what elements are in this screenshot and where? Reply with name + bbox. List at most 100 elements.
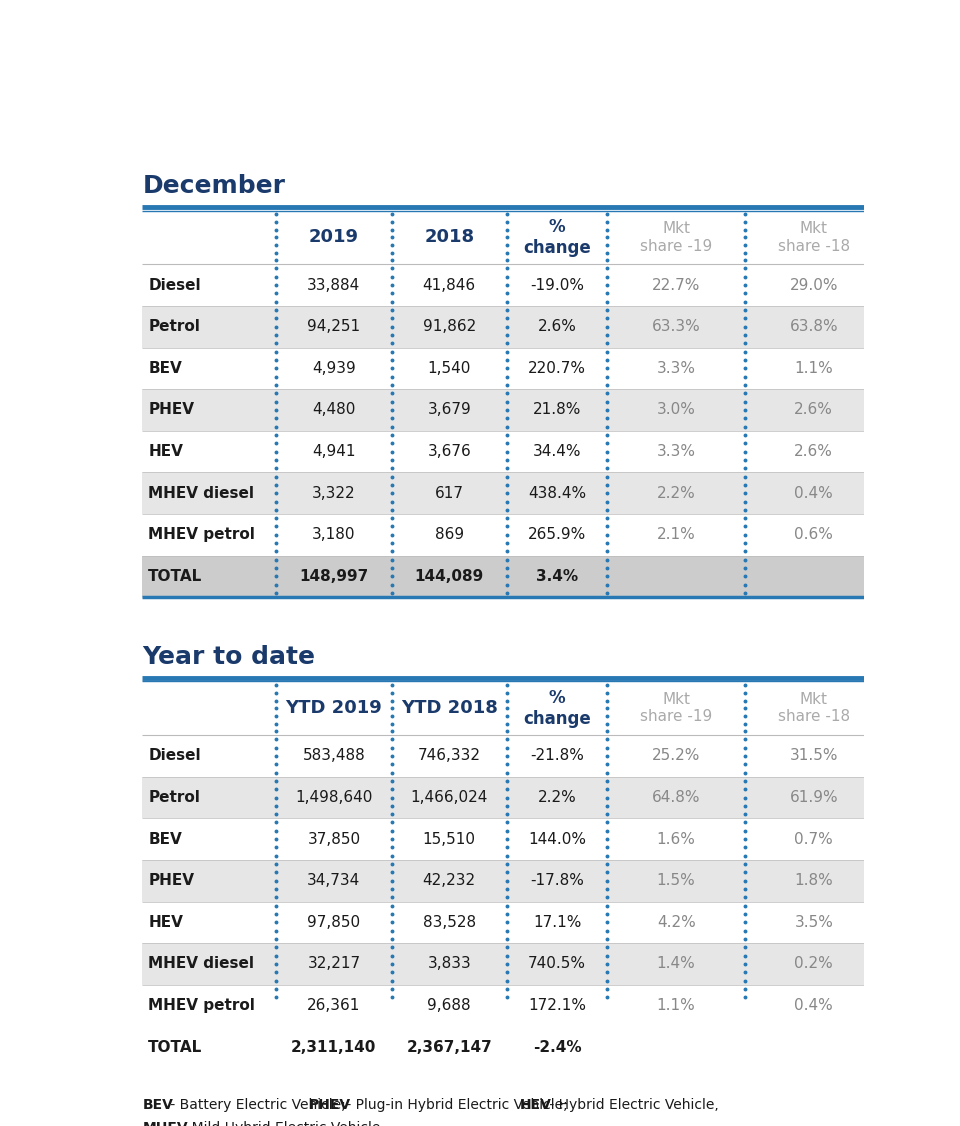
Text: MHEV diesel: MHEV diesel [148, 956, 254, 972]
Text: 9,688: 9,688 [427, 998, 471, 1013]
Text: 2.6%: 2.6% [794, 402, 833, 418]
Bar [142, 735, 882, 777]
Text: 2,311,140: 2,311,140 [291, 1039, 376, 1055]
Text: 746,332: 746,332 [418, 749, 481, 763]
Text: 3,679: 3,679 [427, 402, 471, 418]
Text: MHEV petrol: MHEV petrol [148, 998, 255, 1013]
Bar [142, 944, 882, 985]
Text: 583,488: 583,488 [302, 749, 365, 763]
Text: 3.5%: 3.5% [794, 914, 833, 930]
Bar [142, 513, 882, 555]
Text: 21.8%: 21.8% [533, 402, 582, 418]
Text: 4,941: 4,941 [312, 444, 355, 459]
Text: 2018: 2018 [424, 229, 474, 247]
Text: 869: 869 [435, 527, 464, 543]
Text: 617: 617 [435, 485, 464, 501]
Text: 3.3%: 3.3% [657, 360, 696, 376]
Text: December: December [142, 175, 285, 198]
Bar [142, 985, 882, 1027]
Text: 0.4%: 0.4% [795, 485, 833, 501]
Bar [142, 473, 882, 513]
Text: 4,939: 4,939 [312, 360, 356, 376]
Text: 1.1%: 1.1% [795, 360, 833, 376]
Text: - Mild Hybrid Electric Vehicle: - Mild Hybrid Electric Vehicle [178, 1120, 380, 1126]
Text: 2.1%: 2.1% [657, 527, 695, 543]
Text: 97,850: 97,850 [307, 914, 360, 930]
Text: 0.6%: 0.6% [794, 527, 833, 543]
Text: PHEV: PHEV [309, 1098, 351, 1112]
Text: 41,846: 41,846 [422, 278, 476, 293]
Text: 1.8%: 1.8% [795, 874, 833, 888]
Text: %
change: % change [523, 689, 591, 727]
Text: TOTAL: TOTAL [148, 1039, 203, 1055]
Text: - Plug-in Hybrid Electric Vehicle;: - Plug-in Hybrid Electric Vehicle; [342, 1098, 572, 1112]
Text: 34,734: 34,734 [307, 874, 361, 888]
Text: BEV: BEV [148, 360, 182, 376]
Text: Year to date: Year to date [142, 645, 315, 669]
Text: 2,367,147: 2,367,147 [406, 1039, 492, 1055]
Text: - Battery Electric Vehicle;: - Battery Electric Vehicle; [166, 1098, 350, 1112]
Text: PHEV: PHEV [148, 402, 194, 418]
Text: 32,217: 32,217 [307, 956, 360, 972]
Text: HEV: HEV [520, 1098, 552, 1112]
Text: BEV: BEV [142, 1098, 173, 1112]
Text: Petrol: Petrol [148, 320, 200, 334]
Text: 2.6%: 2.6% [794, 444, 833, 459]
Text: -2.4%: -2.4% [533, 1039, 582, 1055]
Bar [142, 306, 882, 348]
Text: 3.3%: 3.3% [657, 444, 696, 459]
Text: 148,997: 148,997 [300, 569, 369, 584]
Bar [142, 431, 882, 473]
Text: - Hybrid Electric Vehicle,: - Hybrid Electric Vehicle, [544, 1098, 718, 1112]
Text: MHEV diesel: MHEV diesel [148, 485, 254, 501]
Text: 3.4%: 3.4% [536, 569, 578, 584]
Text: 31.5%: 31.5% [789, 749, 838, 763]
Text: Diesel: Diesel [148, 749, 201, 763]
Text: 1.4%: 1.4% [657, 956, 695, 972]
Text: 1,540: 1,540 [427, 360, 471, 376]
Text: 3,322: 3,322 [312, 485, 356, 501]
Text: 1.6%: 1.6% [657, 832, 696, 847]
Bar [142, 902, 882, 944]
Text: MHEV: MHEV [142, 1120, 188, 1126]
Text: 2.2%: 2.2% [657, 485, 695, 501]
Text: 34.4%: 34.4% [533, 444, 582, 459]
Text: 64.8%: 64.8% [652, 790, 701, 805]
Text: Diesel: Diesel [148, 278, 201, 293]
Text: 22.7%: 22.7% [652, 278, 701, 293]
Text: Mkt
share -19: Mkt share -19 [640, 692, 712, 724]
Text: 144,089: 144,089 [415, 569, 484, 584]
Text: Mkt
share -18: Mkt share -18 [778, 692, 850, 724]
Text: 1,498,640: 1,498,640 [296, 790, 372, 805]
Bar [142, 860, 882, 902]
Bar [142, 819, 882, 860]
Text: 3,676: 3,676 [427, 444, 471, 459]
Text: 3,180: 3,180 [312, 527, 355, 543]
Text: 2.2%: 2.2% [538, 790, 576, 805]
Text: MHEV petrol: MHEV petrol [148, 527, 255, 543]
Text: 4.2%: 4.2% [657, 914, 695, 930]
Text: 25.2%: 25.2% [652, 749, 701, 763]
Text: HEV: HEV [148, 914, 183, 930]
Text: -19.0%: -19.0% [530, 278, 584, 293]
Text: 83,528: 83,528 [422, 914, 476, 930]
Bar [142, 265, 882, 306]
Text: 94,251: 94,251 [307, 320, 360, 334]
Text: 0.7%: 0.7% [795, 832, 833, 847]
Text: 91,862: 91,862 [422, 320, 476, 334]
Text: Petrol: Petrol [148, 790, 200, 805]
Text: 42,232: 42,232 [422, 874, 476, 888]
Text: 17.1%: 17.1% [533, 914, 582, 930]
Text: 740.5%: 740.5% [528, 956, 587, 972]
Text: 438.4%: 438.4% [528, 485, 587, 501]
Text: 1.5%: 1.5% [657, 874, 695, 888]
Bar [142, 348, 882, 390]
Text: HEV: HEV [148, 444, 183, 459]
Text: 3.0%: 3.0% [657, 402, 696, 418]
Text: PHEV: PHEV [148, 874, 194, 888]
Text: 15,510: 15,510 [422, 832, 476, 847]
Text: 265.9%: 265.9% [528, 527, 587, 543]
Text: 26,361: 26,361 [307, 998, 361, 1013]
Text: YTD 2018: YTD 2018 [400, 699, 497, 717]
Text: BEV: BEV [148, 832, 182, 847]
